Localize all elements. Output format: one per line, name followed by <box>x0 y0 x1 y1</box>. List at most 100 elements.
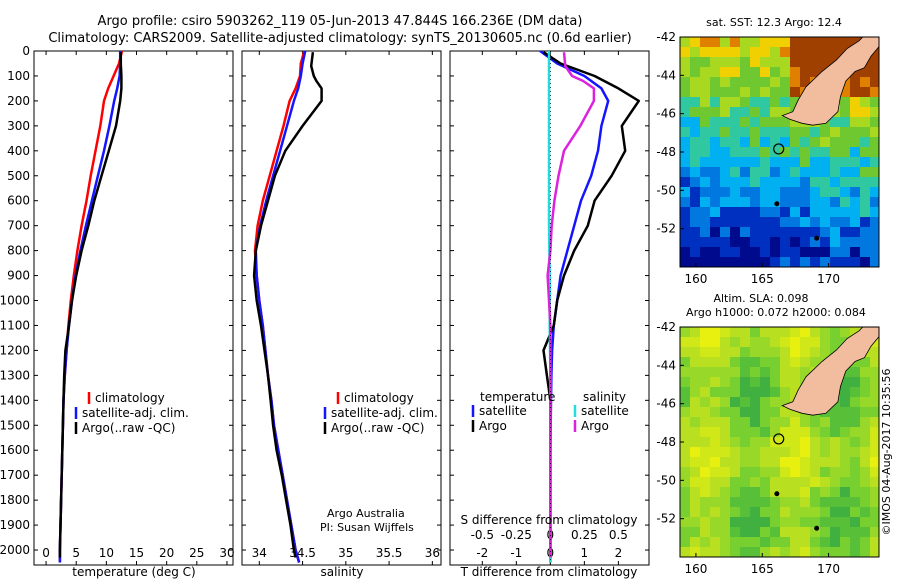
map-cell <box>690 397 700 407</box>
map-cell <box>790 427 800 437</box>
map-cell <box>700 367 710 377</box>
map-cell <box>820 497 830 507</box>
map-cell <box>720 427 730 437</box>
map-cell <box>810 47 820 57</box>
series-line-1 <box>542 51 641 558</box>
map-cell <box>760 347 770 357</box>
map-cell <box>780 67 790 77</box>
map-cell <box>740 37 750 47</box>
map-cell <box>710 397 720 407</box>
map-cell <box>830 447 840 457</box>
map-cell <box>820 207 830 217</box>
map-cell <box>870 57 879 67</box>
map-cell <box>850 477 860 487</box>
map-cell <box>810 207 820 217</box>
map-cell <box>680 147 690 157</box>
depth-tick-label: 0 <box>22 44 30 58</box>
map-cell <box>850 107 860 117</box>
map-cell <box>720 477 730 487</box>
map-cell <box>760 47 770 57</box>
map-cell <box>800 507 810 517</box>
map-cell <box>780 217 790 227</box>
map-cell <box>750 87 760 97</box>
map-cell <box>790 547 800 557</box>
map-cell <box>740 57 750 67</box>
map-cell <box>740 527 750 537</box>
map-cell <box>770 517 780 527</box>
map-cell <box>740 467 750 477</box>
map-cell <box>850 247 860 257</box>
map-cell <box>680 247 690 257</box>
map-cell <box>720 197 730 207</box>
map-cell <box>720 97 730 107</box>
map-cell <box>730 467 740 477</box>
map-cell <box>840 497 850 507</box>
map-cell <box>730 407 740 417</box>
map-cell <box>820 537 830 547</box>
map-cell <box>780 137 790 147</box>
map-cell <box>850 487 860 497</box>
map-cell <box>700 437 710 447</box>
map-cell <box>850 167 860 177</box>
map-cell <box>680 377 690 387</box>
map-cell <box>840 437 850 447</box>
map-cell <box>770 347 780 357</box>
salinity-panel-frame <box>241 50 442 566</box>
map-cell <box>740 367 750 377</box>
map-cell <box>720 487 730 497</box>
map-cell <box>780 197 790 207</box>
map-cell <box>860 527 870 537</box>
map-cell <box>810 547 820 557</box>
x-tick-label: 1 <box>581 546 589 560</box>
map-cell <box>720 517 730 527</box>
map-cell <box>700 327 710 337</box>
depth-tick-label: 1700 <box>0 468 30 482</box>
map-cell <box>700 397 710 407</box>
map-cell <box>700 467 710 477</box>
map-cell <box>740 427 750 437</box>
map-cell <box>830 177 840 187</box>
map-cell <box>860 87 870 97</box>
x-tick-label: 5 <box>72 546 80 560</box>
map-cell <box>700 47 710 57</box>
map-cell <box>770 207 780 217</box>
map-cell <box>700 67 710 77</box>
map-cell <box>760 437 770 447</box>
map-cell <box>680 337 690 347</box>
map-cell <box>770 547 780 557</box>
map-cell <box>730 167 740 177</box>
legend-t-argo-label: Argo <box>479 419 507 433</box>
map-cell <box>710 357 720 367</box>
map-cell <box>700 427 710 437</box>
map-cell <box>690 167 700 177</box>
map-cell <box>700 477 710 487</box>
map-cell <box>770 247 780 257</box>
map-cell <box>700 417 710 427</box>
map-cell <box>810 437 820 447</box>
map-cell <box>690 47 700 57</box>
map-cell <box>820 137 830 147</box>
map-cell <box>850 437 860 447</box>
map-cell <box>850 197 860 207</box>
map-cell <box>740 347 750 357</box>
map-cell <box>790 207 800 217</box>
map-cell <box>710 517 720 527</box>
map-cell <box>770 197 780 207</box>
map-cell <box>780 437 790 447</box>
map-cell <box>680 57 690 67</box>
map-cell <box>820 427 830 437</box>
map-cell <box>700 107 710 117</box>
map-cell <box>770 157 780 167</box>
legend-climatology-label: climatology <box>95 391 165 405</box>
map-cell <box>860 497 870 507</box>
map-cell <box>680 487 690 497</box>
legend-argo-label: Argo(..raw -QC) <box>82 421 175 435</box>
map-cell <box>790 137 800 147</box>
map-cell <box>680 257 690 267</box>
map-cell <box>830 257 840 267</box>
map-cell <box>750 237 760 247</box>
map-cell <box>800 187 810 197</box>
map-cell <box>820 197 830 207</box>
map-cell <box>740 387 750 397</box>
map-cell <box>710 347 720 357</box>
